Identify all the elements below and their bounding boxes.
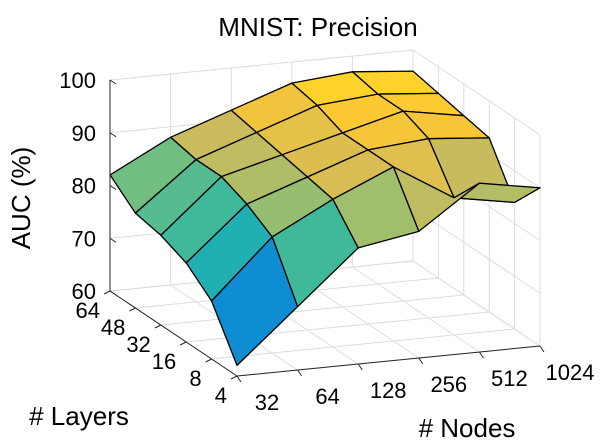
y-tick-label: 32 [126,332,150,357]
z-tick-label: 90 [72,121,96,146]
x-tick-label: 32 [255,390,279,415]
side-wall-gridline [412,207,541,294]
y-tick-mark [103,290,111,295]
chart-title: MNIST: Precision [218,12,417,42]
y-tick-mark [179,341,187,346]
y-tick-label: 16 [152,349,176,374]
x-tick-mark [478,351,484,359]
y-axis-line [109,290,238,377]
x-tick-mark [297,369,303,377]
floor-gridline [160,294,464,326]
x-tick-mark [418,357,424,365]
x-tick-label: 256 [430,372,467,397]
y-tick-mark [154,324,162,329]
side-wall-gridline [412,49,541,136]
y-tick-label: 64 [76,298,100,323]
x-tick-label: 64 [315,384,339,409]
surface [109,70,541,367]
x-tick-label: 1024 [546,360,595,385]
y-axis-title: # Layers [29,401,129,431]
z-tick-mark [109,185,117,190]
y-tick-label: 4 [215,383,227,408]
y-tick-mark [129,307,136,312]
y-tick-mark [230,375,238,380]
y-tick-label: 48 [101,315,125,340]
x-tick-mark [539,345,545,353]
z-tick-label: 100 [59,68,96,93]
x-tick-mark [357,363,363,371]
floor-gridline [352,266,480,353]
side-wall-gridline [412,260,541,347]
x-axis-line [236,345,541,377]
z-axis-title: AUC (%) [6,147,36,250]
x-tick-label: 512 [491,366,528,391]
z-tick-mark [109,79,117,85]
z-tick-label: 70 [72,226,96,251]
z-tick-mark [109,132,117,138]
x-tick-label: 128 [370,378,407,403]
y-tick-mark [205,358,212,363]
back-wall-gridline [109,49,414,81]
y-tick-label: 8 [189,366,201,391]
x-axis-title: # Nodes [419,413,516,443]
surface-patch [210,236,299,367]
floor-gridline [211,328,515,360]
z-tick-mark [109,290,117,296]
z-tick-label: 80 [72,174,96,199]
z-tick-label: 60 [72,279,96,304]
z-tick-mark [109,237,117,243]
x-tick-mark [236,375,242,383]
